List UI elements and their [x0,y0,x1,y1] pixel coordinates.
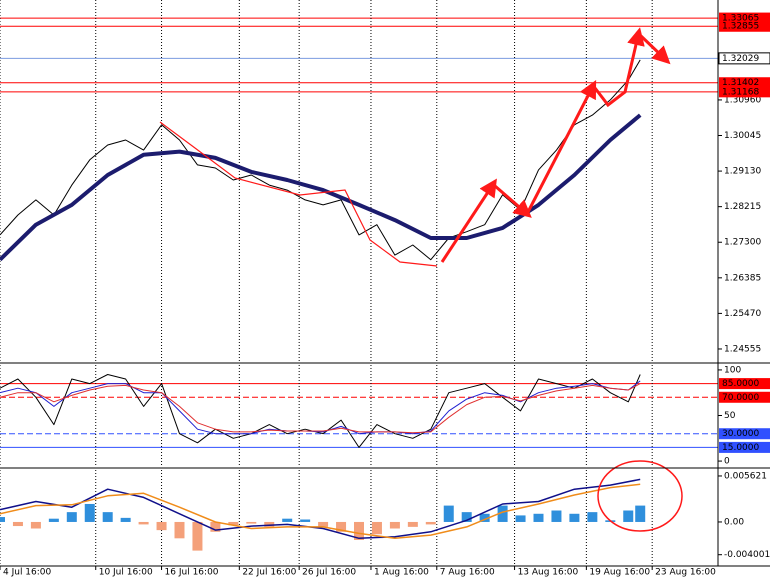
histogram-bar [635,505,646,522]
trend-lines [159,121,438,267]
histogram-bar [30,521,41,529]
histogram-bar [497,505,508,522]
histogram-bar [354,521,364,540]
level-box [719,441,770,453]
histogram-bar [407,521,418,527]
series-line [0,383,641,434]
series-line [0,374,641,448]
histogram-bar [84,503,95,522]
level-label: 30.0000 [722,429,759,439]
x-tick-label: 23 Aug 16:00 [655,568,716,578]
histogram-bar [228,521,239,526]
x-tick-label: 16 Jul 16:00 [165,568,219,578]
histogram-bar [479,513,490,522]
histogram-bar [174,521,185,539]
histogram-bar [210,521,221,532]
x-tick-label: 26 Jul 16:00 [302,568,356,578]
histogram-bar [389,521,400,529]
histogram-bar [443,505,454,522]
level-label: 70.0000 [722,393,759,403]
y-tick-label: 0 [724,457,730,467]
histogram-bar [102,512,113,522]
arrow [593,27,645,108]
level-box [719,428,770,440]
x-tick-label: 4 Jul 16:00 [3,568,52,578]
level-label: 85.0000 [722,379,759,389]
histogram-bar [0,517,5,522]
histogram-bar [66,512,77,522]
histogram-bar [318,521,329,527]
histogram-bar [461,512,472,522]
histogram-bar [300,519,311,522]
histogram-bar [587,512,598,522]
level-box [719,378,770,390]
level-box [719,77,770,89]
plot-area [0,59,646,551]
histogram-bar [282,518,293,522]
y-tick-label: 1.26385 [724,273,761,283]
y-tick-label: 1.29130 [724,167,761,177]
annotations [159,27,683,532]
level-box [719,20,770,32]
x-tick-label: 7 Aug 16:00 [440,568,495,578]
y-tick-label: 1.25470 [724,309,761,319]
histogram-bar [425,521,436,525]
level-box [719,86,770,98]
level-label: 15.0000 [722,443,759,453]
y-tick-label: 1.30045 [724,131,761,141]
series-line [0,483,641,540]
series-line [0,59,641,261]
level-box [719,391,770,403]
arrow [639,34,671,65]
series-line [0,113,642,262]
histogram-bar [264,521,275,527]
histogram-bar [120,517,131,522]
y-tick-label: 0.005621 [724,471,767,481]
y-tick-label: 1.27300 [724,238,761,248]
series-line [0,380,641,435]
x-tick-label: 1 Aug 16:00 [374,568,429,578]
x-tick-label: 13 Aug 16:00 [518,568,579,578]
y-tick-label: 1.24555 [724,344,761,354]
y-tick-label: -0.004001 [724,550,770,560]
level-label: 1.32855 [722,22,759,32]
x-tick-label: 10 Jul 16:00 [99,568,153,578]
histogram-bar [48,518,59,522]
histogram-bar [371,521,382,535]
histogram-bar [192,521,203,551]
series-line [0,478,641,540]
level-label: 1.32029 [722,54,759,64]
histogram-bar [551,510,562,522]
y-tick-label: 50 [724,411,736,421]
arrow [494,184,532,218]
histogram-bar [569,513,580,522]
level-box [719,12,770,24]
histogram-bar [12,521,23,527]
histogram-bar [246,521,257,524]
y-tick-label: 0.00 [724,517,744,527]
histogram-bar [623,510,634,522]
histogram-bar [515,515,526,522]
level-label: 1.33065 [722,14,759,24]
x-tick-label: 19 Aug 16:00 [589,568,650,578]
x-tick-label: 22 Jul 16:00 [242,568,296,578]
level-label: 1.31168 [722,87,759,97]
histogram-bar [138,521,149,525]
histogram-bar [533,513,544,522]
highlight-circle [597,460,683,532]
level-box [718,52,770,65]
level-label: 1.31402 [722,78,759,88]
histogram-bar [156,521,167,531]
y-tick-label: 100 [724,365,741,375]
y-tick-label: 1.28215 [724,202,761,212]
arrow [526,80,597,213]
histogram-bar [336,521,347,532]
arrow [440,178,497,263]
y-tick-label: 1.30960 [724,95,761,105]
